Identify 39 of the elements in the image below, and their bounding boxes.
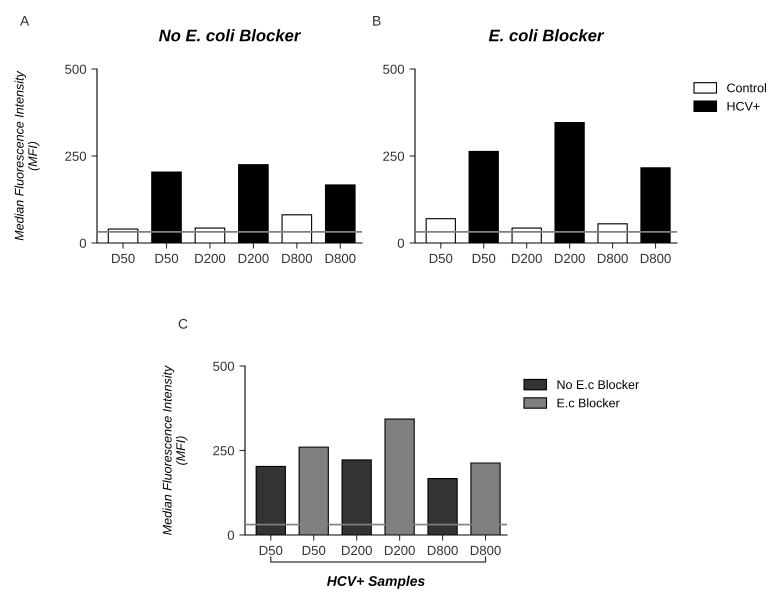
x-tick-label: D50 — [260, 546, 282, 556]
y-tick-label: 0 — [228, 530, 234, 540]
text: A — [20, 16, 30, 26]
chart-title: E. coli Blocker — [488, 29, 604, 42]
x-tick-label: D200 — [512, 254, 542, 264]
x-tick-label: D200 — [238, 254, 269, 264]
x-tick-label: D800 — [282, 254, 312, 264]
x-tick-label: D800 — [326, 254, 356, 264]
x-axis-title: HCV+ Samples — [327, 576, 425, 589]
x-tick-label: D200 — [554, 254, 585, 264]
x-tick-label: D50 — [302, 546, 326, 556]
x-tick-label: D50 — [112, 254, 135, 264]
x-tick-label: D200 — [384, 546, 415, 556]
y-tick-label: 0 — [398, 238, 404, 248]
legend-label: E.c Blocker — [558, 398, 620, 408]
text: C — [178, 318, 188, 329]
legend-label: No E.c Blocker — [558, 380, 639, 390]
x-tick-label: D200 — [195, 254, 226, 264]
x-tick-label: D50 — [430, 254, 452, 264]
legend-label: HCV+ — [728, 102, 760, 111]
y-tick-label: 500 — [213, 362, 234, 371]
y-tick-label: 0 — [80, 238, 86, 248]
chart-title: No E. coli Blocker — [158, 29, 302, 42]
x-tick-label: D800 — [470, 546, 501, 556]
x-tick-label: D50 — [155, 254, 178, 264]
x-tick-label: D800 — [598, 254, 628, 264]
y-tick-label: 250 — [65, 152, 86, 161]
x-tick-label: D800 — [640, 254, 671, 264]
y-axis-title: Median Fluorescence Intensity (MFI) — [162, 365, 188, 535]
y-axis-title: Median Fluorescence Intensity (MFI) — [14, 70, 40, 240]
x-tick-label: D50 — [472, 254, 496, 264]
x-tick-label: D800 — [428, 546, 458, 556]
y-tick-label: 250 — [213, 446, 234, 456]
text: B — [373, 16, 381, 26]
legend-label: Control — [727, 83, 766, 92]
y-tick-label: 250 — [383, 152, 404, 161]
x-tick-label: D200 — [342, 546, 372, 556]
y-tick-label: 500 — [383, 64, 404, 74]
y-tick-label: 500 — [65, 64, 86, 74]
